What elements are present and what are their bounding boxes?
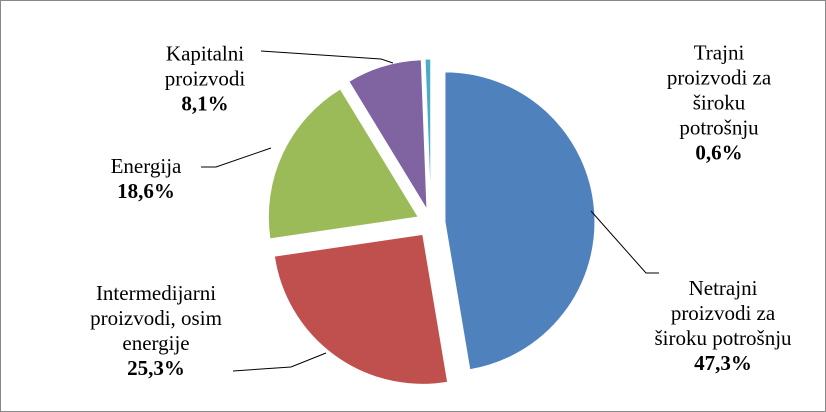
value-label: 47,3% [694, 351, 752, 375]
category-name: Intermedijarni proizvodi, osim energije [90, 281, 222, 355]
pie-slice [424, 58, 432, 210]
slice-label: Energija 18,6% [86, 154, 206, 204]
category-name: Kapitalni proizvodi [164, 41, 246, 91]
pie-slice [267, 88, 420, 240]
leader-line [232, 352, 327, 372]
category-name: Trajni proizvodi za široku potrošnju [666, 40, 772, 140]
value-label: 18,6% [117, 179, 175, 203]
slice-label: Trajni proizvodi za široku potrošnju 0,6% [654, 41, 784, 166]
category-name: Energija [110, 154, 182, 178]
pie-slice [348, 59, 428, 212]
slice-label: Kapitalni proizvodi 8,1% [140, 42, 270, 117]
pie-slice [444, 71, 596, 371]
slice-label: Intermedijarni proizvodi, osim energije 2… [81, 281, 231, 381]
leader-line [260, 50, 394, 64]
value-label: 0,6% [695, 140, 743, 165]
category-name: Netrajni proizvodi za široku potrošnju [654, 276, 792, 350]
slice-label: Netrajni proizvodi za široku potrošnju 47… [648, 276, 798, 376]
pie-slice [273, 233, 449, 385]
leader-line [590, 210, 659, 274]
leader-line [201, 147, 272, 168]
value-label: 8,1% [181, 91, 229, 116]
value-label: 25,3% [127, 356, 185, 380]
